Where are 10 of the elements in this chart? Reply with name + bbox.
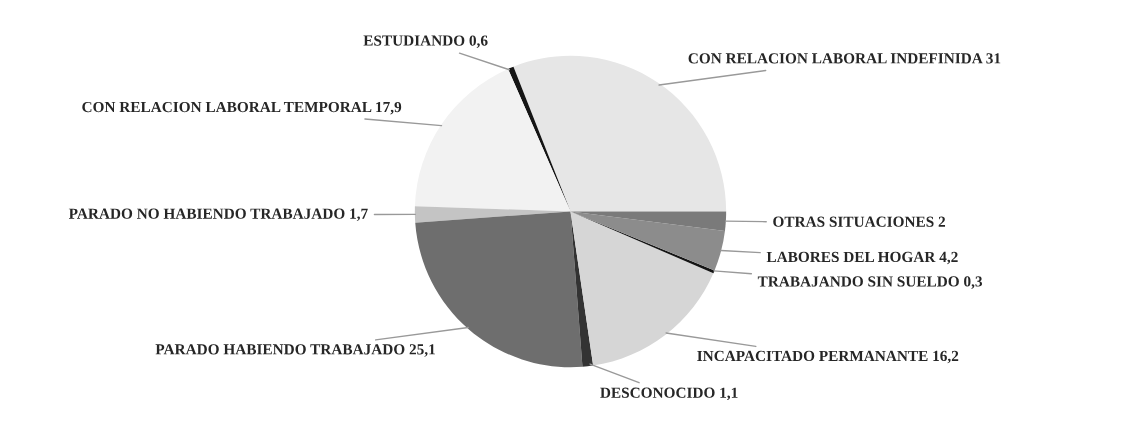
slice-label: PARADO HABIENDO TRABAJADO 25,1: [155, 344, 435, 357]
slice-label: OTRAS SITUACIONES 2: [773, 216, 946, 227]
slice-label: LABORES DEL HOGAR 4,2: [766, 251, 958, 265]
slice-label: INCAPACITADO PERMANANTE 16,2: [697, 350, 959, 364]
slice-label: DESCONOCIDO 1,1: [600, 387, 738, 401]
slice-label: ESTUDIANDO 0,6: [363, 35, 488, 48]
slice-label: PARADO NO HABIENDO TRABAJADO 1,7: [68, 208, 368, 221]
slice-label: TRABAJANDO SIN SUELDO 0,3: [757, 276, 983, 289]
slice-label: CON RELACION LABORAL TEMPORAL 17,9: [82, 101, 402, 115]
slice-label: CON RELACION LABORAL INDEFINIDA 31: [688, 53, 1001, 64]
